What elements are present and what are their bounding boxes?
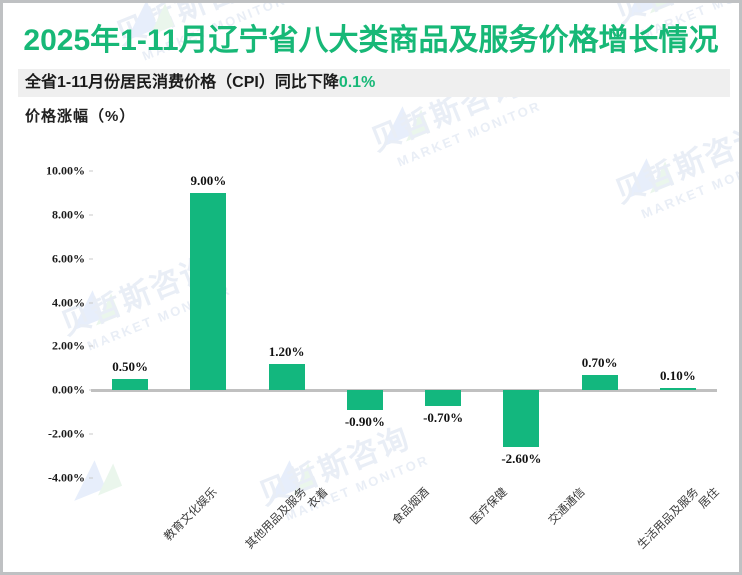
bar[interactable] — [268, 363, 305, 391]
y-axis-unit-label: 价格涨幅（%） — [25, 108, 136, 125]
y-axis-tick-label: 6.00% — [52, 251, 85, 266]
bar-value-label: -2.60% — [501, 451, 542, 467]
bar[interactable] — [346, 390, 383, 411]
bar-value-label: 1.20% — [268, 343, 305, 359]
subtitle-highlight-value: 0.1% — [338, 74, 376, 91]
x-axis-category-label: 交通通信 — [546, 486, 588, 528]
bar[interactable] — [581, 374, 618, 391]
y-axis-tick-label: 0.00% — [52, 382, 85, 397]
y-axis-tick-mark — [89, 170, 93, 172]
y-axis-tick-mark — [89, 214, 93, 216]
y-axis-tick-mark — [89, 433, 93, 435]
bar[interactable] — [425, 390, 462, 406]
bar-value-label: 0.10% — [660, 368, 696, 384]
bar-value-label: 0.70% — [581, 354, 618, 370]
y-axis-tick-label: -2.00% — [48, 426, 85, 441]
bar-value-label: -0.90% — [344, 414, 385, 430]
x-axis-category-label: 食品烟酒 — [390, 486, 432, 528]
x-axis-category-label: 生活用品及服务 — [635, 486, 701, 552]
bar[interactable] — [190, 192, 227, 391]
y-axis-tick-mark — [89, 477, 93, 479]
x-axis-category-label: 居住 — [696, 486, 722, 511]
x-axis-category-label: 教育文化娱乐 — [162, 486, 220, 544]
bar[interactable] — [503, 390, 540, 448]
y-axis-tick-label: -4.00% — [48, 470, 85, 485]
y-axis-tick-label: 4.00% — [52, 295, 85, 310]
y-axis-tick-mark — [89, 258, 93, 260]
zero-baseline — [91, 389, 717, 393]
x-axis-category-label: 其他用品及服务 — [244, 486, 310, 552]
page-title: 2025年1-11月辽宁省八大类商品及服务价格增长情况 — [23, 24, 719, 57]
y-axis-tick-mark — [89, 345, 93, 347]
bar-value-label: 0.50% — [112, 359, 148, 375]
bar[interactable] — [112, 379, 149, 391]
subtitle-band — [18, 69, 730, 97]
x-axis-category-label: 衣着 — [305, 486, 331, 511]
plot-area: 10.00% 8.00% 6.00% 4.00% 2.00% 0.00% -2.00% -4.… — [3, 3, 739, 572]
bar-value-label: 9.00% — [190, 172, 227, 188]
bar[interactable] — [659, 388, 696, 391]
bar-value-label: -0.70% — [423, 409, 464, 425]
y-axis-tick-label: 8.00% — [52, 207, 85, 222]
y-axis-tick-mark — [89, 302, 93, 304]
y-axis-tick-label: 2.00% — [52, 338, 85, 353]
subtitle: 全省1-11月份居民消费价格（CPI）同比下降0.1% — [25, 71, 375, 95]
subtitle-prefix: 全省1-11月份居民消费价格（CPI）同比下降 — [25, 74, 339, 91]
y-axis-tick-label: 10.00% — [46, 163, 85, 178]
x-axis-category-label: 医疗保健 — [468, 486, 510, 528]
